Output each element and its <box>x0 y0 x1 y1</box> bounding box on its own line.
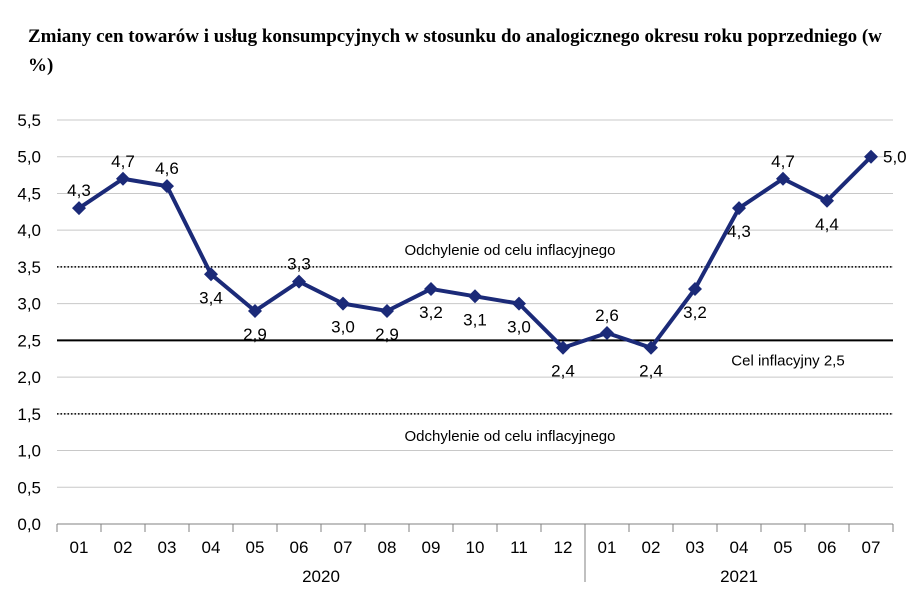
data-label: 3,1 <box>463 310 487 329</box>
data-label: 3,3 <box>287 255 311 274</box>
reference-lines: Odchylenie od celu inflacyjnego Cel infla… <box>57 242 893 445</box>
data-label: 4,3 <box>67 181 91 200</box>
y-tick-label: 1,0 <box>17 442 41 461</box>
lower-deviation-label: Odchylenie od celu inflacyjnego <box>405 428 616 445</box>
axes: 0,0 0,5 1,0 1,5 2,0 2,5 3,0 3,5 4,0 4,5 5,0 5,5 01 02… <box>17 111 894 586</box>
data-point <box>644 340 658 355</box>
x-tick-label: 07 <box>862 538 881 557</box>
data-label: 4,4 <box>815 215 839 234</box>
x-tick-label: 03 <box>158 538 177 557</box>
x-tick-label: 02 <box>114 538 133 557</box>
data-point <box>72 201 86 216</box>
x-tick-label: 04 <box>730 538 749 557</box>
y-tick-label: 5,5 <box>17 111 41 130</box>
data-point <box>204 267 218 282</box>
data-point <box>292 274 306 289</box>
data-point <box>468 289 482 304</box>
x-tick-label: 06 <box>818 538 837 557</box>
upper-deviation-label: Odchylenie od celu inflacyjnego <box>405 242 616 259</box>
data-point <box>160 179 174 194</box>
y-tick-label: 2,5 <box>17 331 41 350</box>
y-tick-label: 1,5 <box>17 405 41 424</box>
y-tick-label: 4,0 <box>17 221 41 240</box>
data-label: 2,4 <box>639 362 663 381</box>
chart-title: Zmiany cen towarów i usług konsumpcyjnyc… <box>28 26 882 76</box>
data-label: 2,9 <box>243 325 267 344</box>
y-tick-label: 3,0 <box>17 295 41 314</box>
data-series <box>72 149 878 355</box>
data-point <box>600 326 614 341</box>
data-label: 2,6 <box>595 306 619 325</box>
data-point <box>336 296 350 311</box>
data-point <box>424 281 438 296</box>
data-label: 2,4 <box>551 362 575 381</box>
y-tick-label: 5,0 <box>17 148 41 167</box>
x-tick-label: 08 <box>378 538 397 557</box>
y-tick-label: 3,5 <box>17 258 41 277</box>
x-tick-label: 10 <box>466 538 485 557</box>
data-label: 3,4 <box>199 288 223 307</box>
data-point <box>248 303 262 318</box>
x-tick-label: 02 <box>642 538 661 557</box>
year-label: 2020 <box>302 567 340 586</box>
data-point <box>380 303 394 318</box>
year-label: 2021 <box>720 567 758 586</box>
data-label: 4,7 <box>771 152 795 171</box>
data-point <box>820 193 834 208</box>
data-point <box>512 296 526 311</box>
x-tick-label: 12 <box>554 538 573 557</box>
data-point <box>776 171 790 186</box>
x-tick-label: 06 <box>290 538 309 557</box>
y-tick-label: 4,5 <box>17 184 41 203</box>
x-tick-label: 09 <box>422 538 441 557</box>
target-label: Cel inflacyjny 2,5 <box>731 352 844 369</box>
y-tick-label: 0,5 <box>17 478 41 497</box>
data-label: 3,2 <box>683 303 707 322</box>
x-tick-label: 07 <box>334 538 353 557</box>
data-label: 3,0 <box>507 318 531 337</box>
data-point <box>688 281 702 296</box>
data-point <box>556 340 570 355</box>
x-tick-label: 01 <box>70 538 89 557</box>
x-tick-label: 05 <box>774 538 793 557</box>
data-label: 4,7 <box>111 152 135 171</box>
data-labels: 4,3 4,7 4,6 3,4 2,9 3,3 3,0 2,9 3,2 3,1 3,0 2,4 2,6 2… <box>67 148 906 381</box>
data-point <box>116 171 130 186</box>
x-tick-label: 03 <box>686 538 705 557</box>
data-label: 3,2 <box>419 303 443 322</box>
y-tick-label: 0,0 <box>17 515 41 534</box>
data-label: 4,3 <box>727 222 751 241</box>
x-tick-label: 04 <box>202 538 221 557</box>
x-tick-label: 05 <box>246 538 265 557</box>
data-point <box>732 201 746 216</box>
x-tick-label: 01 <box>598 538 617 557</box>
x-tick-label: 11 <box>510 538 528 557</box>
data-label: 2,9 <box>375 325 399 344</box>
data-point <box>864 149 878 164</box>
data-label: 3,0 <box>331 318 355 337</box>
data-label: 4,6 <box>155 159 179 178</box>
data-label: 5,0 <box>883 148 907 167</box>
y-tick-label: 2,0 <box>17 368 41 387</box>
